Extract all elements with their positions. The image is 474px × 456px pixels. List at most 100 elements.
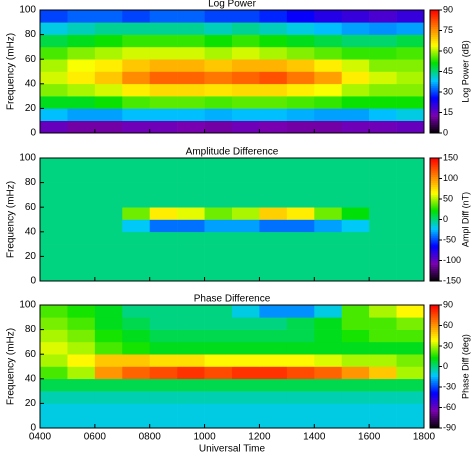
heatmap-cell — [177, 354, 205, 367]
heatmap-cell — [67, 71, 96, 85]
colorbar-swatch — [430, 374, 439, 378]
heatmap-cell — [94, 305, 123, 318]
colorbar-swatch — [430, 106, 439, 109]
heatmap-cell — [204, 46, 233, 60]
heatmap-cell — [232, 317, 260, 330]
heatmap-cell — [122, 329, 151, 343]
heatmap-cell — [286, 108, 315, 121]
heatmap-cell — [40, 403, 68, 416]
heatmap-cell — [40, 329, 68, 343]
heatmap-cell — [232, 59, 260, 72]
heatmap-cell — [122, 71, 151, 85]
colorbar-swatch — [430, 57, 439, 60]
heatmap-cell — [314, 378, 343, 392]
heatmap-cell — [40, 194, 68, 208]
heatmap-cell — [149, 317, 178, 330]
colorbar-swatch — [430, 395, 439, 398]
heatmap-cell — [94, 268, 123, 282]
colorbar-swatch — [430, 209, 439, 212]
x-tick-label: 1200 — [248, 432, 271, 443]
heatmap-cell — [341, 59, 370, 72]
heatmap-cell — [177, 96, 205, 109]
heatmap-cell — [314, 317, 343, 330]
heatmap-cell — [40, 83, 68, 97]
heatmap-cell — [369, 46, 397, 60]
colorbar-tick-label: -60 — [443, 402, 456, 412]
heatmap-cell — [314, 305, 343, 318]
heatmap-cell — [232, 34, 260, 48]
colorbar-swatch — [430, 389, 439, 392]
colorbar-tick-label: 150 — [443, 152, 458, 162]
colorbar-swatch — [430, 364, 439, 367]
y-tick-label: 100 — [19, 153, 36, 164]
heatmap-cell — [259, 22, 288, 35]
heatmap-cell — [286, 268, 315, 282]
y-tick-label: 0 — [30, 276, 36, 287]
heatmap-cell — [149, 182, 178, 196]
colorbar-swatch — [430, 85, 439, 89]
heatmap-cell — [67, 120, 96, 134]
heatmap-cell — [286, 341, 315, 355]
heatmap-cell — [149, 219, 178, 233]
heatmap-cell — [67, 366, 96, 380]
heatmap-cell — [67, 256, 96, 269]
heatmap-cell — [341, 22, 370, 35]
heatmap-cell — [286, 182, 315, 196]
heatmap-cell — [122, 10, 151, 23]
heatmap-cell — [314, 415, 343, 429]
colorbar-swatch — [430, 254, 439, 257]
heatmap-cell — [40, 317, 68, 330]
heatmap-cell — [396, 120, 425, 134]
colorbar-swatch — [430, 110, 439, 113]
x-axis-label: Universal Time — [199, 444, 266, 455]
heatmap-cell — [67, 34, 96, 48]
heatmap-cell — [40, 182, 68, 196]
heatmap-cell — [177, 403, 205, 416]
colorbar-swatch — [430, 264, 439, 268]
heatmap-cell — [369, 305, 397, 318]
heatmap-cell — [177, 182, 205, 196]
heatmap-cell — [286, 194, 315, 208]
heatmap-cell — [149, 329, 178, 343]
heatmap-cell — [396, 22, 425, 35]
colorbar-swatch — [430, 401, 439, 404]
heatmap-cell — [204, 182, 233, 196]
colorbar-label: Phase Diff (deg) — [460, 334, 470, 399]
heatmap-cell — [40, 46, 68, 60]
heatmap-cell — [396, 71, 425, 85]
colorbar-swatch — [430, 71, 439, 74]
heatmap-cell — [122, 120, 151, 134]
colorbar-swatch — [430, 211, 439, 214]
colorbar-label: Log Power (dB) — [460, 40, 470, 103]
heatmap-cell — [122, 391, 151, 404]
colorbar-swatch — [430, 321, 439, 324]
colorbar-swatch — [430, 55, 439, 58]
heatmap-cell — [341, 120, 370, 134]
panel-title: Amplitude Difference — [186, 147, 279, 158]
heatmap-cell — [204, 305, 233, 318]
colorbar-tick-label: 60 — [443, 320, 453, 330]
heatmap-cell — [314, 244, 343, 257]
colorbar-swatch — [430, 391, 439, 394]
heatmap-cell — [314, 22, 343, 35]
heatmap-cell — [232, 46, 260, 60]
heatmap-cell — [40, 391, 68, 404]
heatmap-cell — [232, 194, 260, 208]
heatmap-cell — [341, 96, 370, 109]
x-tick-label: 1400 — [303, 432, 326, 443]
y-tick-label: 0 — [30, 423, 36, 434]
heatmap-cell — [204, 34, 233, 48]
heatmap-cell — [94, 170, 123, 183]
heatmap-cell — [149, 231, 178, 245]
heatmap-cell — [314, 403, 343, 416]
heatmap-cell — [204, 231, 233, 245]
heatmap-cell — [94, 34, 123, 48]
heatmap-cell — [94, 22, 123, 35]
heatmap-cell — [232, 329, 260, 343]
heatmap-cell — [341, 354, 370, 367]
heatmap-cell — [314, 219, 343, 233]
heatmap-cell — [396, 219, 425, 233]
heatmap-cell — [286, 71, 315, 85]
colorbar-swatch — [430, 63, 439, 66]
colorbar-swatch — [430, 205, 439, 208]
